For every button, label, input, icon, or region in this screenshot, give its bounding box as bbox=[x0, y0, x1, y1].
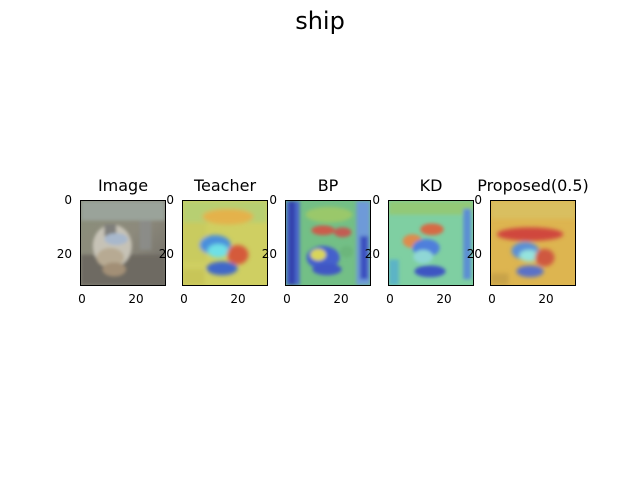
bp-heatmap-axes bbox=[285, 200, 371, 286]
panel-title-proposed: Proposed(0.5) bbox=[470, 176, 596, 196]
teacher-x-tick-20: 20 bbox=[226, 292, 250, 306]
bp-x-tick-0: 0 bbox=[275, 292, 299, 306]
proposed-heatmap-axes bbox=[490, 200, 576, 286]
proposed-heatmap bbox=[491, 201, 575, 285]
kd-x-tick-20: 20 bbox=[432, 292, 456, 306]
image-y-tick-20: 20 bbox=[48, 247, 72, 261]
proposed-y-tick-0: 0 bbox=[458, 193, 482, 207]
bp-y-tick-20: 20 bbox=[253, 247, 277, 261]
teacher-y-tick-0: 0 bbox=[150, 193, 174, 207]
kd-heatmap-axes bbox=[388, 200, 474, 286]
kd-y-tick-0: 0 bbox=[356, 193, 380, 207]
kd-heatmap bbox=[389, 201, 473, 285]
proposed-x-tick-0: 0 bbox=[480, 292, 504, 306]
teacher-x-tick-0: 0 bbox=[172, 292, 196, 306]
image-x-tick-0: 0 bbox=[70, 292, 94, 306]
bp-heatmap bbox=[286, 201, 370, 285]
kd-x-tick-0: 0 bbox=[378, 292, 402, 306]
kd-y-tick-20: 20 bbox=[356, 247, 380, 261]
image-thumbnail bbox=[81, 201, 165, 285]
bp-y-tick-0: 0 bbox=[253, 193, 277, 207]
teacher-heatmap-axes bbox=[182, 200, 268, 286]
teacher-y-tick-20: 20 bbox=[150, 247, 174, 261]
proposed-x-tick-20: 20 bbox=[534, 292, 558, 306]
proposed-y-tick-20: 20 bbox=[458, 247, 482, 261]
bp-x-tick-20: 20 bbox=[329, 292, 353, 306]
image-panel-axes bbox=[80, 200, 166, 286]
image-y-tick-0: 0 bbox=[48, 193, 72, 207]
image-x-tick-20: 20 bbox=[124, 292, 148, 306]
teacher-heatmap bbox=[183, 201, 267, 285]
figure-title: ship bbox=[0, 6, 640, 36]
